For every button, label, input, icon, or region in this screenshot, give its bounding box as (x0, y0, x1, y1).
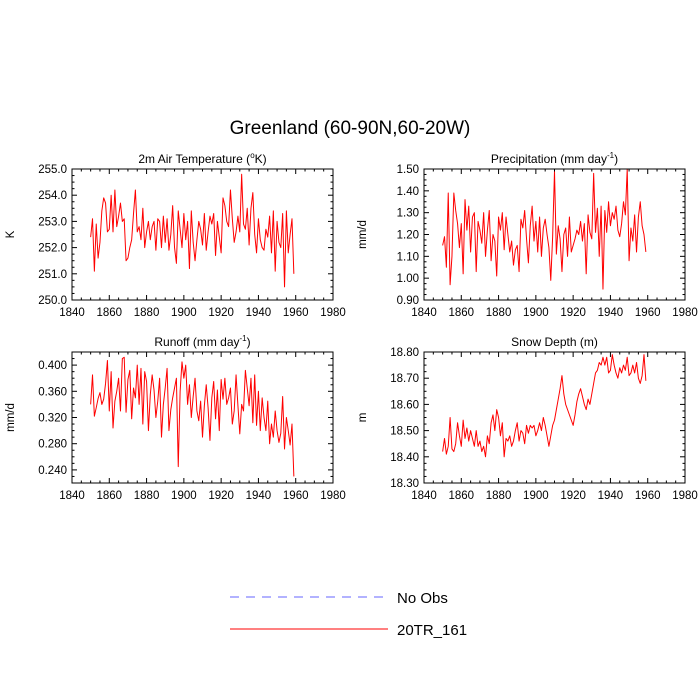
panel-title-main: Runoff (mm day (154, 335, 239, 349)
series-line-air-temp (90, 173, 295, 288)
plot-frame-air-temp (71, 168, 334, 301)
x-tick-label: 1840 (411, 307, 437, 319)
series-line-runoff (90, 356, 295, 477)
y-tick-label: 250.0 (38, 295, 67, 307)
legend: No Obs 20TR_161 (230, 590, 467, 639)
panel-snow-depth: 1840 1860 1880 1900 1920 1940 1960 1980 18.30 18.… (357, 335, 698, 502)
x-tick-label: 1960 (283, 490, 309, 502)
x-tick-label: 1980 (320, 490, 346, 502)
legend-label-no-obs: No Obs (397, 590, 448, 607)
panel-title-superscript: -1 (607, 151, 615, 160)
y-tick-label: 18.50 (390, 426, 419, 438)
x-tick-label: 1880 (486, 307, 512, 319)
x-tick-label: 1980 (320, 307, 346, 319)
y-tick-label: 18.30 (390, 478, 419, 490)
y-tick-label: 251.0 (38, 269, 67, 281)
panel-title-runoff: Runoff (mm day-1) (154, 334, 250, 349)
x-tick-label: 1860 (96, 490, 122, 502)
y-axis-label-runoff: mm/d (5, 403, 17, 432)
y-tick-label: 1.20 (397, 230, 419, 242)
panel-title-main: Snow Depth (m) (511, 335, 598, 349)
x-tick-label: 1960 (635, 307, 661, 319)
panel-runoff: 1840 1860 1880 1900 1920 1940 1960 1980 0.240 0.2… (5, 334, 346, 502)
x-tick-label: 1840 (411, 490, 437, 502)
x-tick-label: 1980 (672, 490, 698, 502)
x-tick-label: 1940 (246, 307, 272, 319)
x-tick-label: 1960 (283, 307, 309, 319)
panel-title-air-temp: 2m Air Temperature (oK) (138, 151, 266, 166)
x-tick-label: 1840 (59, 307, 85, 319)
panel-title-end: ) (614, 152, 618, 166)
x-tick-label: 1860 (448, 490, 474, 502)
x-tick-label: 1940 (598, 307, 624, 319)
x-tick-label: 1920 (208, 490, 234, 502)
x-tick-label: 1900 (171, 490, 197, 502)
panel-title-snow-depth: Snow Depth (m) (511, 335, 598, 349)
y-tick-label: 1.30 (397, 208, 419, 220)
x-tick-label: 1900 (171, 307, 197, 319)
x-tick-label: 1980 (672, 307, 698, 319)
x-tick-label: 1940 (246, 490, 272, 502)
y-tick-label: 1.40 (397, 186, 419, 198)
series-line-precip (442, 168, 647, 290)
y-tick-label: 1.50 (397, 164, 419, 176)
figure-title: Greenland (60-90N,60-20W) (230, 118, 471, 139)
y-tick-label: 18.80 (390, 347, 419, 359)
x-tick-label: 1900 (523, 490, 549, 502)
y-tick-label: 252.0 (38, 243, 67, 255)
series-line-snow-depth (442, 354, 647, 458)
x-tick-label: 1900 (523, 307, 549, 319)
y-tick-label: 0.90 (397, 295, 419, 307)
y-tick-label: 18.70 (390, 373, 419, 385)
panel-precip: 1840 1860 1880 1900 1920 1940 1960 1980 0.90 1.00… (357, 151, 698, 319)
x-tick-label: 1920 (208, 307, 234, 319)
y-axis-label-precip: mm/d (357, 220, 369, 249)
x-tick-label: 1880 (134, 307, 160, 319)
legend-label-20tr-161: 20TR_161 (397, 622, 467, 639)
y-tick-label: 1.10 (397, 251, 419, 263)
y-tick-label: 0.240 (38, 465, 67, 477)
x-tick-label: 1920 (560, 490, 586, 502)
y-tick-label: 254.0 (38, 190, 67, 202)
y-tick-label: 0.280 (38, 439, 67, 451)
x-tick-label: 1880 (134, 490, 160, 502)
y-axis-label-air-temp: K (5, 230, 17, 238)
panel-title-end: K) (255, 152, 267, 166)
y-tick-label: 1.00 (397, 273, 419, 285)
x-tick-label: 1940 (598, 490, 624, 502)
panel-title-superscript: -1 (240, 334, 248, 343)
x-tick-label: 1960 (635, 490, 661, 502)
y-tick-label: 0.360 (38, 386, 67, 398)
x-tick-label: 1860 (448, 307, 474, 319)
x-tick-label: 1860 (96, 307, 122, 319)
panel-title-end: ) (247, 335, 251, 349)
y-tick-label: 0.400 (38, 360, 67, 372)
x-tick-label: 1840 (59, 490, 85, 502)
panel-title-main: Precipitation (mm day (491, 152, 607, 166)
panel-title-main: 2m Air Temperature ( (138, 152, 250, 166)
y-axis-label-snow-depth: m (357, 413, 369, 423)
panel-title-superscript: o (250, 151, 255, 160)
y-tick-label: 253.0 (38, 216, 67, 228)
panel-title-precip: Precipitation (mm day-1) (491, 151, 618, 166)
panel-air-temp: 1840 1860 1880 1900 1920 1940 1960 1980 250.0 251… (5, 151, 346, 319)
y-tick-label: 0.320 (38, 413, 67, 425)
y-tick-label: 18.60 (390, 399, 419, 411)
x-tick-label: 1920 (560, 307, 586, 319)
y-tick-label: 18.40 (390, 452, 419, 464)
x-tick-label: 1880 (486, 490, 512, 502)
y-tick-label: 255.0 (38, 164, 67, 176)
